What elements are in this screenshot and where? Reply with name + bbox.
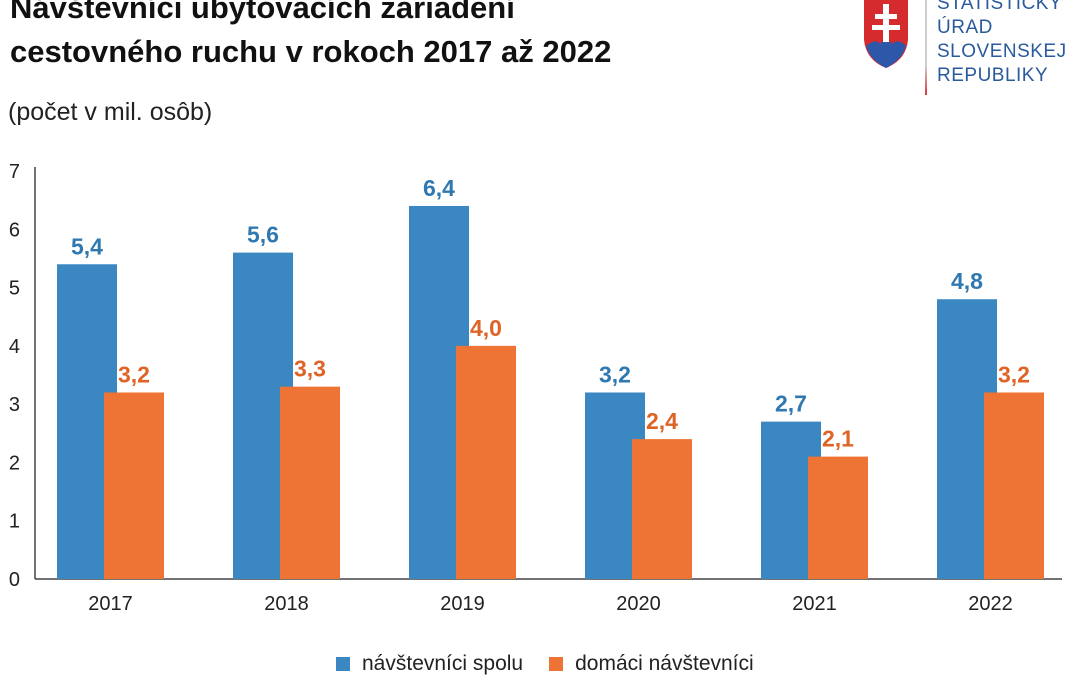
data-label: 3,3 [294,356,326,382]
bar-domestic-2020 [632,439,692,579]
legend-swatch-orange [549,657,564,672]
y-tick-label: 7 [9,161,20,183]
data-label: 5,4 [71,233,103,259]
chart-subtitle: (počet v mil. osôb) [8,98,213,126]
data-label: 2,7 [775,391,807,417]
bar-domestic-2021 [808,456,868,579]
logo-text: ŠTATISTICKÝ ÚRAD SLOVENSKEJ REPUBLIKY [937,0,1067,88]
x-tick-label: 2022 [968,593,1013,615]
y-tick-label: 3 [9,394,20,416]
data-label: 3,2 [599,361,631,387]
bar-domestic-2022 [984,392,1044,579]
legend-swatch-blue [336,657,350,672]
y-tick-label: 2 [9,452,20,474]
legend: návštevníci spolu domáci návštevníci [336,652,754,676]
y-tick-label: 0 [9,569,20,591]
y-tick-label: 5 [9,278,20,300]
y-tick-label: 1 [9,511,20,533]
x-tick-label: 2020 [616,593,661,615]
chart-title: Návštevníci ubytovacích zariadení cestov… [10,0,612,69]
logo-line-3: SLOVENSKEJ [937,41,1067,62]
data-label: 6,4 [423,175,455,201]
logo-divider [925,0,927,95]
x-tick-label: 2021 [792,593,837,615]
legend-item-total: návštevníci spolu [336,652,523,676]
legend-label: návštevníci spolu [362,652,524,675]
data-label: 3,2 [998,361,1030,387]
y-tick-label: 6 [9,219,20,241]
x-tick-label: 2018 [264,593,309,615]
bar-domestic-2017 [104,392,164,579]
data-label: 2,4 [646,408,678,434]
logo-line-1: ŠTATISTICKÝ [937,0,1063,14]
data-label: 4,0 [470,315,502,341]
legend-label: domáci návštevníci [575,652,754,675]
data-label: 4,8 [951,268,983,294]
legend-item-domestic: domáci návštevníci [549,652,754,676]
logo-line-4: REPUBLIKY [937,65,1049,86]
data-label: 5,6 [247,222,279,248]
bar-domestic-2019 [456,345,516,579]
bar-domestic-2018 [280,386,340,579]
x-tick-label: 2019 [440,593,485,615]
logo-line-2: ÚRAD [937,17,993,38]
data-label: 2,1 [822,426,854,452]
y-tick-label: 4 [9,336,20,358]
data-label: 3,2 [118,361,150,387]
x-tick-label: 2017 [88,593,133,615]
